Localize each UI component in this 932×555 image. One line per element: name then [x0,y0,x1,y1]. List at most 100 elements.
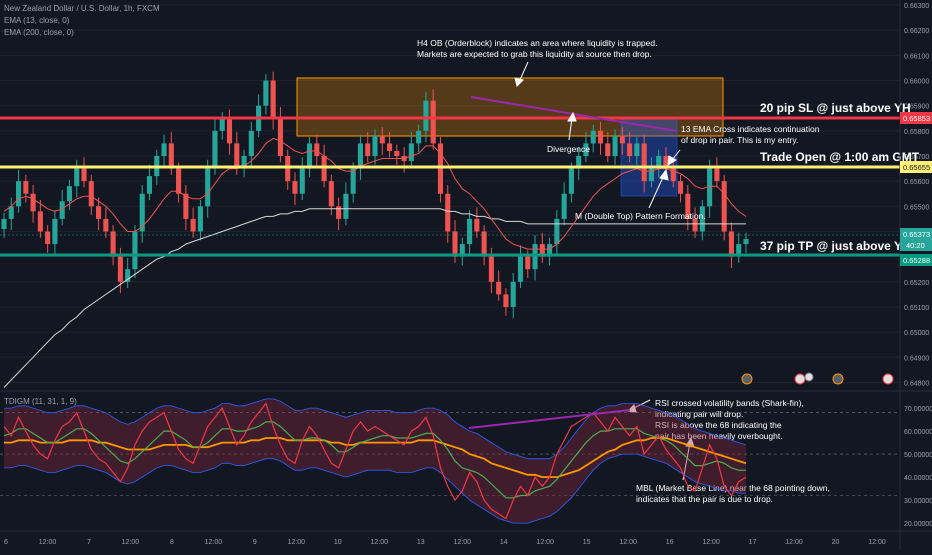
time-axis: 6 12:00 7 12:00 8 12:00 9 12:00 10 12:00 13 12:00 14… [4,539,886,546]
candle-body [190,218,196,232]
time-tick-label: 12:00 [122,539,140,546]
symbol-title[interactable]: New Zealand Dollar / U.S. Dollar, 1h, FX… [4,4,160,13]
rsi-tick-label: 70.00000 [904,406,932,413]
time-tick-label: 12:00 [39,539,57,546]
divergence-label: Divergence [547,144,590,154]
candle-body [583,143,589,156]
rsi-axis: 70.00000 60.00000 50.00000 40.00000 30.00000… [904,406,932,528]
candle-body [212,130,218,169]
candle-body [641,143,647,182]
time-tick-label: 9 [253,539,257,546]
ema200-legend[interactable]: EMA (200, close, 0) [4,28,74,37]
candle-body [597,130,604,144]
time-tick-label: 12:00 [868,539,886,546]
candle-body [74,168,80,187]
candle-body [96,206,102,219]
event-icon[interactable] [804,372,814,382]
candle-body [568,168,574,194]
candle-body [23,181,29,194]
candle-body [314,143,320,156]
time-tick-label: 12:00 [371,539,389,546]
price-tick-label: 0.66100 [904,53,929,60]
candle-body [539,244,545,257]
time-tick-label: 8 [170,539,174,546]
ema200-line [3,208,746,388]
candle-body [241,156,247,169]
candle-body [139,193,145,232]
time-tick-label: 12:00 [702,539,720,546]
tdi-legend[interactable]: TDIGM (11, 31, 1, 9) [4,397,77,406]
candle-body [379,135,385,144]
candle-body [663,156,669,169]
candle-body [677,181,684,194]
mbl-note-line1: MBL (Market Base Line) near the 68 point… [636,483,830,493]
candle-body [336,206,342,219]
rsi-note-line3: RSI is above the 68 indicating the [655,420,782,430]
sl-price-tag [900,112,932,124]
candle-body [59,201,65,219]
candle-body [365,143,371,156]
candle-body [728,231,734,257]
candle-body [16,181,22,207]
candle-body [459,244,465,257]
candle-body [81,168,87,182]
tp-label: 37 pip TP @ just above YL [760,239,909,253]
signal-line [3,421,746,499]
candle-body [292,181,298,194]
price-axis: 0.66300 0.66200 0.66100 0.66000 0.65900 0.658… [904,3,929,387]
event-icon[interactable] [794,373,806,385]
sl-label: 20 pip SL @ just above YH [760,101,911,115]
candle-body [88,181,94,207]
candle-body [299,168,305,194]
rsi-note-line1: RSI crossed volatility bands (Shark-fin)… [655,398,804,408]
event-icon[interactable] [832,373,844,385]
ema-note-line1: 13 EMA Cross indicates continuation [681,124,820,134]
candle-body [416,130,422,144]
candle-body [619,135,625,144]
candle-body [445,193,451,232]
candle-body [8,206,14,219]
price-tick-label: 0.65700 [904,154,929,161]
candle-body [510,281,516,307]
candle-body [547,244,553,257]
candle-body [496,281,502,295]
upper-band-line [4,398,747,460]
candle-body [357,143,363,169]
candle-body [146,176,153,194]
candle-body [612,135,618,156]
price-tick-label: 0.65500 [904,204,929,211]
candle-body [1,218,7,229]
event-icon[interactable] [741,373,753,385]
price-tick-label: 0.66000 [904,79,929,86]
candle-body [343,193,349,219]
time-tick-label: 12:00 [205,539,223,546]
time-tick-label: 12:00 [288,539,306,546]
candle-body [627,143,633,156]
open-price-tag [900,161,932,173]
candle-body [205,168,211,207]
event-icon[interactable] [882,373,894,385]
candle-body [219,118,225,131]
mbl-line [4,437,747,478]
rsi-tick-label: 30.00000 [904,498,932,505]
candle-body [685,193,691,219]
candle-body [692,218,698,232]
price-tick-label: 0.65800 [904,129,929,136]
candle-body [277,118,283,156]
event-icons[interactable] [741,372,894,385]
price-tags: 0.65853 0.65655 0.65373 40:20 0.65288 [900,112,932,266]
candle-body [707,168,713,207]
candle-body [590,130,596,144]
candle-body [176,168,182,194]
candle-body [117,256,123,282]
ema13-legend[interactable]: EMA (13, close, 0) [4,16,70,25]
rsi-tick-label: 60.00000 [904,429,932,436]
price-tick-label: 0.64900 [904,355,929,362]
candle-body [481,231,487,257]
candle-body [554,218,560,245]
candle-body [670,168,676,182]
ob-note-line2: Markets are expected to grab this liquid… [417,49,652,59]
time-tick-label: 17 [749,539,757,546]
